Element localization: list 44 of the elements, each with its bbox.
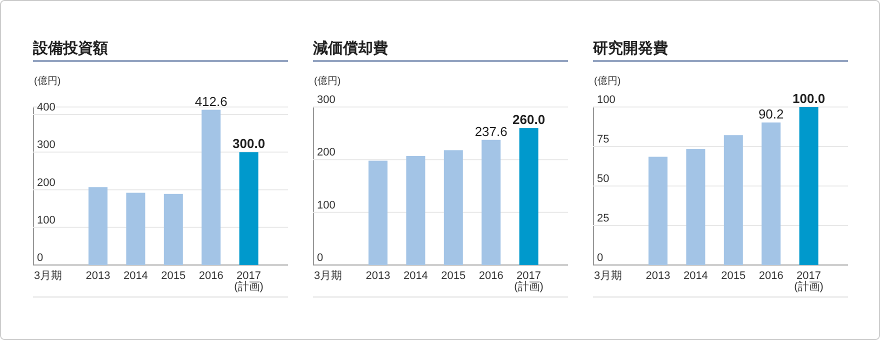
x-tick-label: 2017 (計画) (234, 270, 264, 293)
data-label: 100.0 (792, 91, 826, 106)
data-label: 260.0 (512, 112, 546, 128)
x-axis-title: 3月期 (594, 270, 622, 282)
x-tick-label: 2014 (683, 270, 708, 282)
y-tick-label: 50 (597, 173, 610, 185)
x-tick-label: 2016 (198, 270, 224, 282)
x-axis-title: 3月期 (314, 270, 342, 282)
x-tick-label: 2015 (161, 270, 186, 282)
x-tick-label: 2015 (721, 270, 746, 282)
chart-title: 設備投資額 (32, 40, 108, 57)
x-tick-label: 2013 (366, 270, 390, 282)
chart-title: 研究開発費 (592, 39, 668, 57)
x-tick-label: 2016 (478, 270, 504, 282)
x-tick-label: 2016 (758, 270, 784, 282)
x-tick-label: 2014 (403, 270, 428, 282)
data-label: 237.6 (474, 124, 508, 139)
y-tick-label: 25 (597, 212, 610, 224)
y-tick-label: 200 (37, 176, 56, 189)
data-label: 300.0 (232, 136, 266, 152)
y-tick-label: 0 (317, 252, 324, 264)
y-tick-label: 200 (317, 146, 336, 159)
chart-title: 減価償却費 (312, 40, 388, 57)
y-tick-label: 300 (317, 94, 336, 106)
y-tick-label: 0 (597, 252, 604, 264)
y-tick-label: 75 (597, 134, 610, 146)
data-label: 90.2 (758, 106, 784, 122)
y-tick-label: 100 (317, 199, 336, 212)
x-tick-label: 2017 (計画) (794, 270, 824, 293)
x-tick-label: 2017 (計画) (514, 270, 544, 293)
x-axis-title: 3月期 (34, 270, 62, 282)
x-tick-label: 2014 (123, 270, 148, 282)
y-axis-title: (億円) (34, 75, 61, 87)
x-tick-label: 2013 (86, 270, 110, 282)
y-tick-label: 100 (37, 214, 56, 226)
y-tick-label: 400 (37, 102, 56, 114)
data-label: 412.6 (194, 94, 228, 109)
y-tick-label: 0 (37, 252, 44, 264)
x-tick-label: 2015 (441, 270, 466, 282)
y-tick-label: 300 (37, 139, 56, 152)
y-tick-label: 100 (597, 94, 616, 106)
x-tick-label: 2013 (646, 270, 670, 282)
y-axis-title: (億円) (594, 75, 621, 87)
y-axis-title: (億円) (314, 75, 341, 87)
